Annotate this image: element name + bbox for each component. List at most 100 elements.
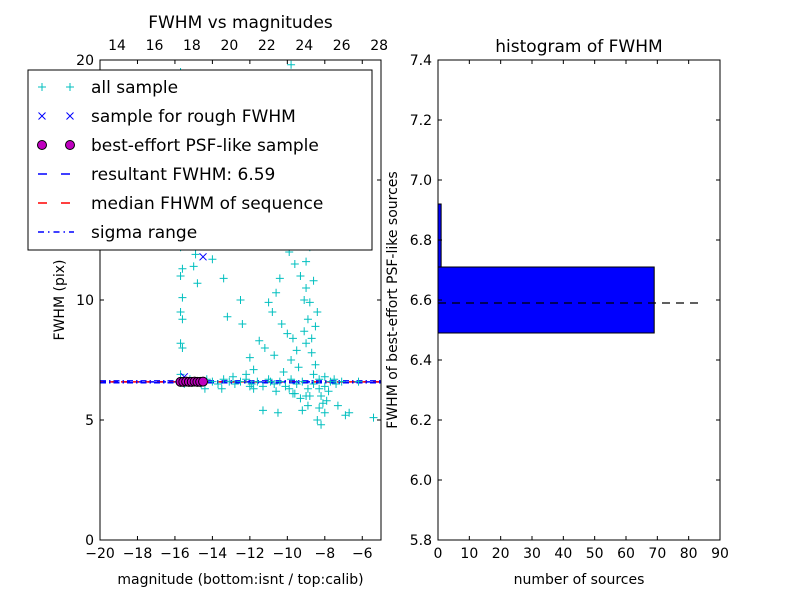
- all-sample-point: [309, 380, 318, 388]
- top-x-tick-label: 20: [220, 38, 238, 54]
- legend-label: sample for rough FWHM: [91, 107, 296, 127]
- top-x-tick-label: 24: [295, 38, 313, 54]
- all-sample-point: [292, 346, 301, 355]
- all-sample-point: [307, 348, 316, 357]
- x-tick-label: 0: [434, 546, 443, 562]
- legend-x-marker: [38, 112, 46, 120]
- all-sample-point: [208, 255, 217, 264]
- legend-label: resultant FWHM: 6.59: [91, 165, 275, 185]
- y-tick-label: 7.2: [410, 113, 432, 129]
- x-axis-label: number of sources: [514, 572, 645, 588]
- x-tick-label: −10: [273, 546, 303, 562]
- x-tick-label: 90: [711, 546, 729, 562]
- rough-sample-point: [199, 252, 207, 261]
- x-tick-label: −12: [235, 546, 265, 562]
- all-sample-point: [322, 396, 331, 405]
- all-sample-point: [264, 298, 273, 307]
- all-sample-point: [219, 274, 228, 283]
- y-tick-label: 0: [85, 533, 94, 549]
- y-tick-label: 20: [76, 53, 94, 69]
- top-x-tick-label: 28: [370, 38, 388, 54]
- all-sample-point: [324, 387, 333, 396]
- all-sample-point: [305, 392, 314, 400]
- all-sample-point: [303, 401, 312, 410]
- all-sample-point: [281, 382, 290, 391]
- x-tick-label: 80: [680, 546, 698, 562]
- histogram-chart: 0 10 20 30 40 50 60 70 80 90 5.8 6.0 6.2 6.4 6.6 6.8 7.0…: [385, 37, 729, 588]
- top-x-tick-label: 22: [258, 38, 276, 54]
- all-sample-point: [260, 344, 269, 352]
- y-tick-label: 6.4: [410, 353, 432, 369]
- histogram-bar: [437, 266, 655, 334]
- all-sample-point: [288, 334, 297, 343]
- y-tick-label: 10: [76, 293, 94, 309]
- legend-label: sigma range: [91, 223, 197, 243]
- x-axis-label: magnitude (bottom:isnt / top:calib): [117, 572, 363, 588]
- legend-circle-marker: [37, 140, 47, 150]
- x-tick-label: 10: [460, 546, 478, 562]
- all-sample-point: [309, 276, 318, 285]
- top-x-tick-label: 18: [183, 38, 201, 54]
- all-sample-point: [354, 377, 363, 386]
- all-sample-point: [245, 353, 254, 362]
- all-sample-point: [305, 298, 314, 307]
- all-sample-point: [245, 382, 254, 391]
- all-sample-point: [270, 380, 279, 388]
- all-sample-point: [178, 293, 187, 302]
- all-sample-point: [332, 380, 341, 388]
- all-sample-point: [303, 315, 312, 324]
- scatter-chart: −20 −18 −16 −14 −12 −10 −8 −6 14 16 18 20 22 24 26 28 0 5…: [27, 13, 388, 588]
- all-sample-point: [275, 377, 284, 386]
- x-tick-label: 20: [492, 546, 510, 562]
- top-x-tick-label: 14: [108, 38, 126, 54]
- legend: all sample sample for rough FWHM best-effo…: [27, 69, 373, 251]
- legend-x-marker: [66, 112, 74, 120]
- all-sample-point: [290, 260, 299, 268]
- legend-plus-marker: [66, 83, 74, 91]
- y-tick-label: 7.0: [410, 173, 432, 189]
- all-sample-point: [230, 380, 239, 388]
- legend-label: best-effort PSF-like sample: [91, 136, 319, 156]
- all-sample-point: [253, 377, 262, 386]
- x-tick-label: 30: [523, 546, 541, 562]
- all-sample-point: [311, 322, 320, 331]
- all-sample-point: [272, 288, 281, 297]
- all-sample-point: [275, 274, 284, 283]
- all-sample-point: [225, 377, 234, 386]
- all-sample-point: [223, 312, 232, 321]
- all-sample-point: [288, 389, 297, 398]
- legend-label: median FHWM of sequence: [91, 194, 323, 214]
- all-sample-point: [298, 377, 307, 386]
- all-sample-point: [311, 360, 320, 369]
- all-sample-point: [296, 272, 305, 280]
- x-tick-label: −20: [85, 546, 115, 562]
- all-sample-point: [229, 372, 238, 381]
- all-sample-point: [292, 380, 301, 388]
- all-sample-point: [307, 334, 316, 343]
- chart-title: FWHM vs magnitudes: [148, 13, 333, 33]
- all-sample-point: [176, 272, 185, 280]
- all-sample-point: [238, 320, 247, 328]
- all-sample-point: [272, 387, 281, 396]
- all-sample-point: [326, 377, 335, 386]
- y-tick-label: 6.0: [410, 473, 432, 489]
- all-sample-point: [279, 368, 288, 376]
- all-sample-point: [302, 339, 311, 348]
- all-sample-point: [193, 279, 202, 288]
- legend-box: [27, 69, 373, 251]
- x-tick-label: 40: [554, 546, 572, 562]
- y-tick-label: 6.2: [410, 413, 432, 429]
- all-sample-point: [315, 384, 324, 393]
- all-sample-point: [273, 408, 282, 417]
- all-sample-point: [236, 377, 245, 386]
- all-sample-point: [189, 262, 198, 271]
- all-sample-point: [178, 315, 187, 324]
- psf-sample-point: [198, 376, 209, 387]
- all-sample-point: [302, 284, 311, 292]
- all-sample-point: [302, 257, 311, 266]
- all-sample-point: [255, 336, 264, 345]
- all-sample-point: [191, 250, 200, 259]
- top-x-tick-label: 26: [333, 38, 351, 54]
- all-sample-point: [300, 296, 309, 304]
- all-sample-point: [242, 375, 251, 384]
